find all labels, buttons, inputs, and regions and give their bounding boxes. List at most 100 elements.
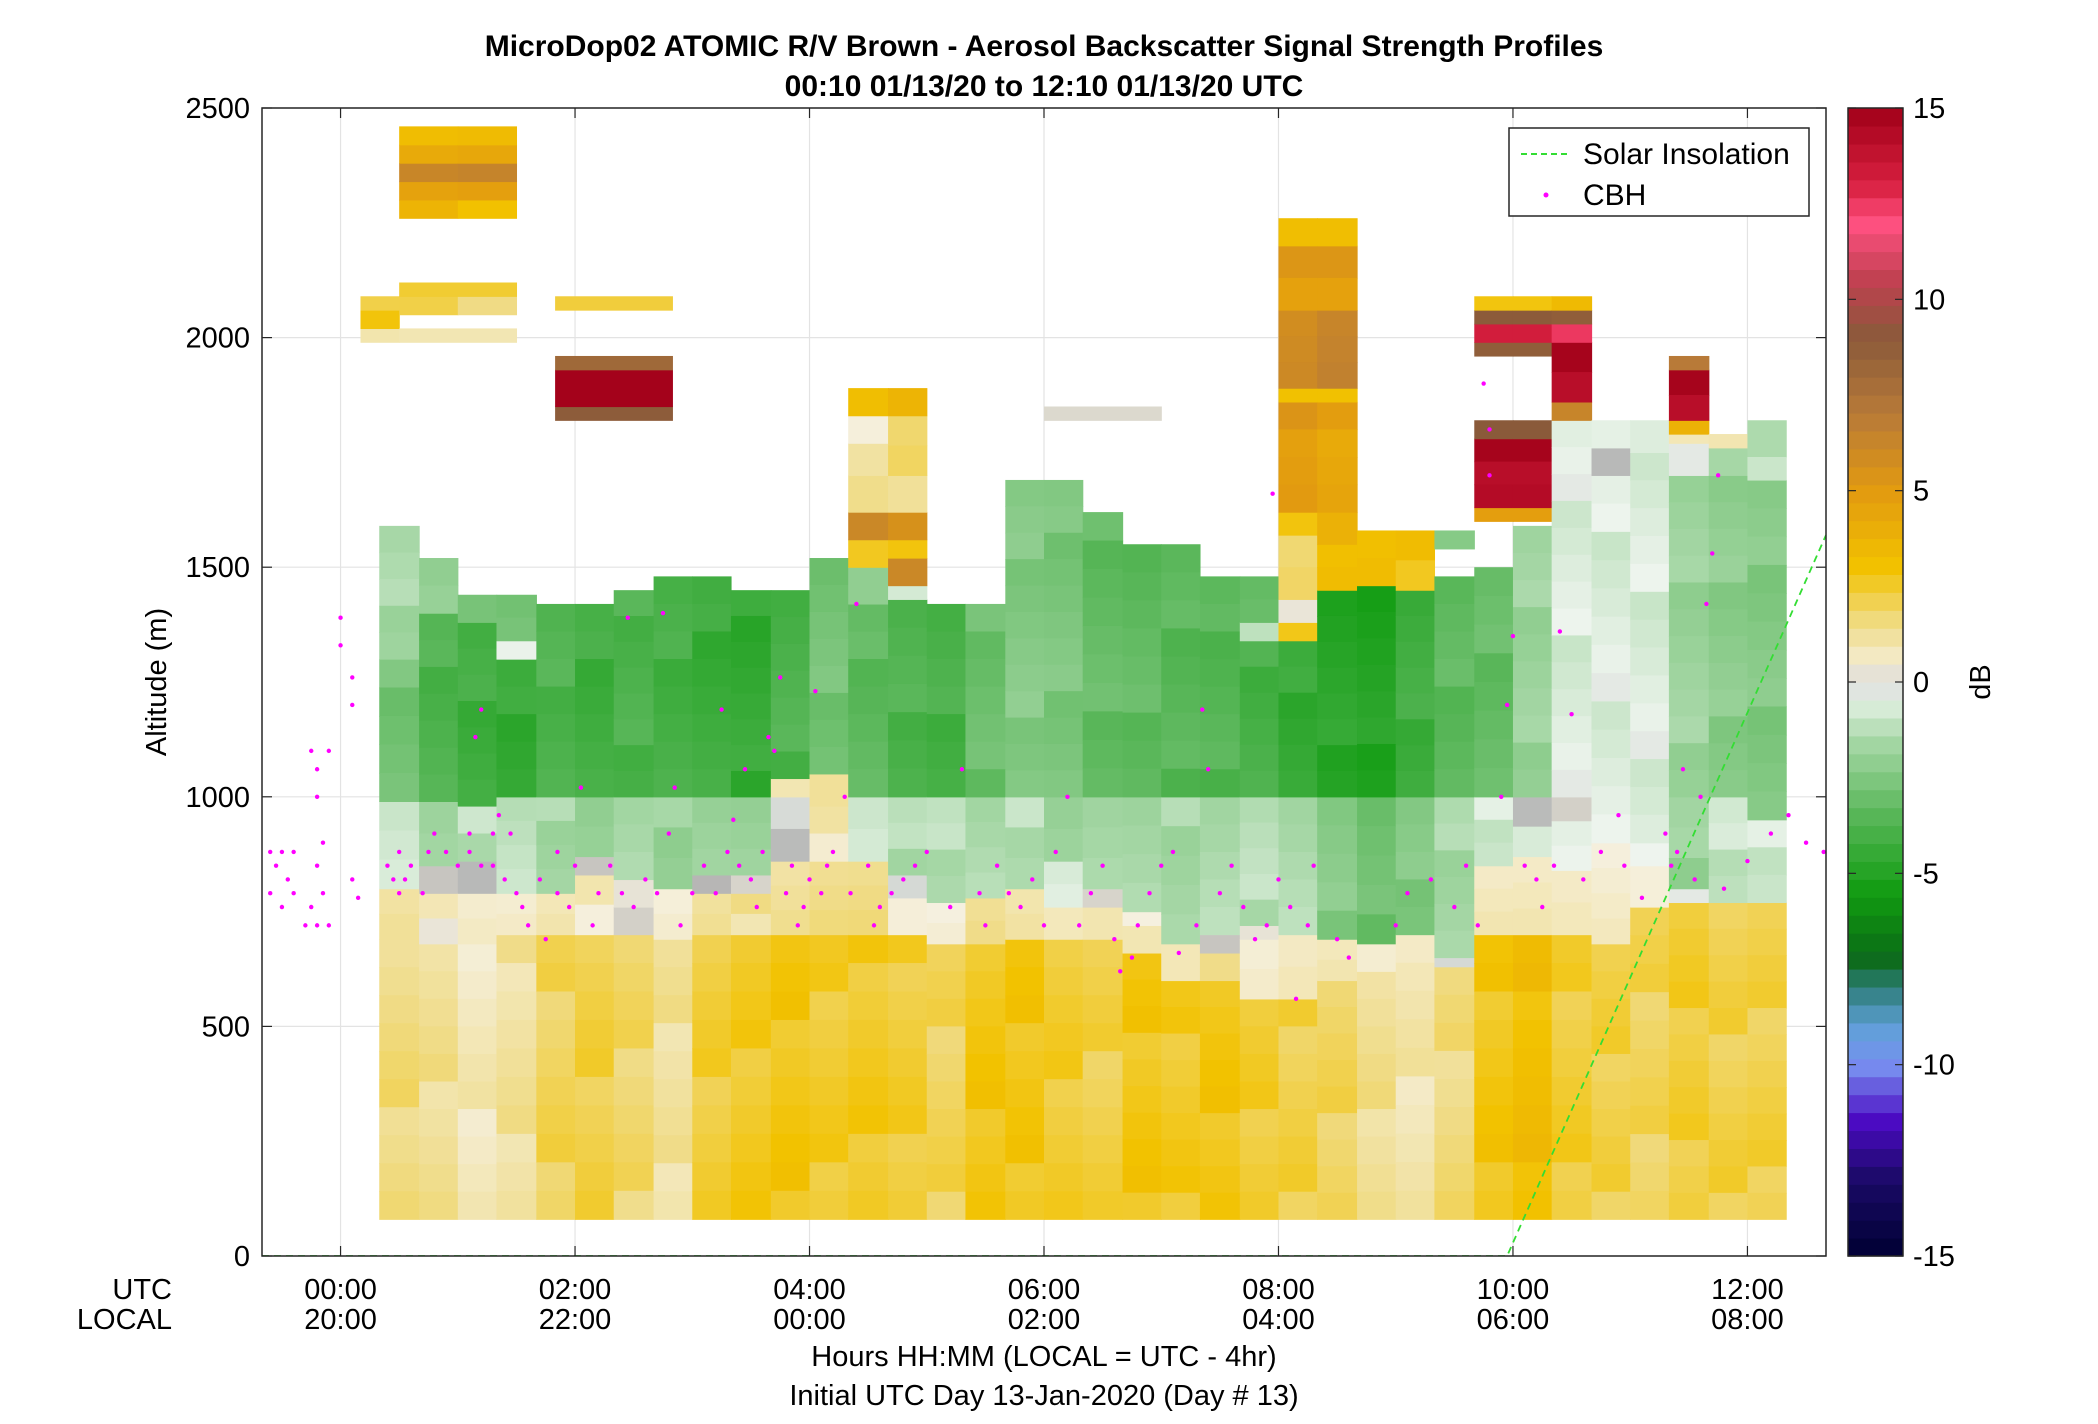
heatmap-cell-145 bbox=[1317, 512, 1358, 545]
heatmap-band-237-0 bbox=[360, 310, 400, 330]
heatmap-band-56-3 bbox=[809, 1019, 849, 1050]
heatmap-cell-15 bbox=[457, 622, 498, 807]
heatmap-band-100-8 bbox=[1044, 691, 1084, 719]
heatmap-band-109-2 bbox=[1122, 854, 1162, 884]
heatmap-band-13-0 bbox=[457, 861, 498, 894]
heatmap-cell-154 bbox=[1357, 585, 1397, 798]
heatmap-band-219-0 bbox=[1708, 475, 1749, 503]
heatmap-band-206-7 bbox=[1630, 647, 1670, 677]
heatmap-band-188-3 bbox=[1551, 1019, 1593, 1050]
colorbar-tick-label-4: -5 bbox=[1913, 858, 1939, 890]
cbh-point-26 bbox=[391, 877, 396, 882]
heatmap-band-115-2 bbox=[1199, 1033, 1241, 1061]
heatmap-cell-91 bbox=[965, 603, 1006, 798]
heatmap-cell-21 bbox=[496, 640, 537, 660]
heatmap-band-163-5 bbox=[1434, 930, 1475, 959]
heatmap-band-156-8 bbox=[1395, 1190, 1436, 1220]
heatmap-cell-194 bbox=[1551, 323, 1593, 343]
heatmap-band-208-8 bbox=[1668, 1113, 1710, 1141]
heatmap-band-36-6 bbox=[613, 745, 655, 772]
heatmap-band-197-0 bbox=[1591, 943, 1631, 972]
heatmap-band-210-2 bbox=[1668, 858, 1710, 890]
heatmap-band-161-4 bbox=[1434, 1078, 1475, 1108]
heatmap-band-119-6 bbox=[1199, 741, 1241, 770]
heatmap-band-120-0 bbox=[1239, 998, 1280, 1027]
heatmap-cell-22 bbox=[496, 594, 537, 642]
heatmap-band-115-8 bbox=[1199, 1192, 1241, 1220]
heatmap-band-120-2 bbox=[1239, 1053, 1280, 1083]
heatmap-band-92-4 bbox=[1005, 1051, 1045, 1080]
heatmap-band-6-0 bbox=[419, 893, 459, 920]
heatmap-band-49-2 bbox=[730, 848, 772, 876]
heatmap-band-184-0 bbox=[1512, 342, 1553, 357]
heatmap-band-219-3 bbox=[1708, 555, 1749, 584]
heatmap-band-31-4 bbox=[575, 714, 615, 743]
heatmap-band-24-0 bbox=[536, 893, 576, 915]
heatmap-cell-118 bbox=[1199, 796, 1241, 936]
heatmap-band-166-0 bbox=[1474, 934, 1514, 964]
heatmap-cell-48 bbox=[730, 874, 772, 894]
heatmap-band-133-0 bbox=[1278, 535, 1318, 568]
heatmap-band-4-4 bbox=[379, 632, 420, 660]
heatmap-band-100-9 bbox=[1044, 717, 1084, 745]
heatmap-band-108-0 bbox=[1122, 911, 1162, 926]
heatmap-cell-117 bbox=[1199, 934, 1241, 954]
heatmap-cell-76 bbox=[888, 599, 928, 798]
heatmap-band-113-2 bbox=[1161, 855, 1201, 886]
cbh-point-21 bbox=[350, 675, 355, 680]
heatmap-band-95-10 bbox=[1005, 743, 1045, 771]
heatmap-cell-163 bbox=[1434, 796, 1475, 959]
cbh-point-118 bbox=[1135, 923, 1140, 928]
heatmap-band-86-2 bbox=[926, 849, 967, 877]
colorbar-step-48 bbox=[1848, 377, 1903, 396]
colorbar-step-40 bbox=[1848, 520, 1903, 540]
cbh-point-150 bbox=[1510, 633, 1516, 639]
heatmap-cell-28 bbox=[575, 874, 615, 936]
heatmap-cell-16 bbox=[457, 594, 498, 623]
heatmap-band-90-2 bbox=[965, 847, 1006, 874]
heatmap-band-206-3 bbox=[1630, 536, 1670, 565]
heatmap-cell-160 bbox=[1395, 530, 1436, 591]
heatmap-band-163-0 bbox=[1434, 796, 1475, 825]
heatmap-band-74-0 bbox=[888, 874, 928, 899]
cbh-point-101 bbox=[948, 904, 953, 910]
cbh-point-116 bbox=[1118, 969, 1123, 974]
heatmap-band-156-3 bbox=[1395, 1047, 1436, 1078]
cbh-point-62 bbox=[643, 877, 648, 882]
cbh-point-25 bbox=[385, 863, 390, 868]
heatmap-band-105-4 bbox=[1082, 625, 1124, 656]
heatmap-band-28-0 bbox=[575, 874, 615, 906]
heatmap-band-56-8 bbox=[809, 1162, 849, 1192]
cbh-point-108 bbox=[1030, 877, 1035, 882]
heatmap-band-240-0 bbox=[399, 296, 459, 316]
colorbar-step-38 bbox=[1848, 556, 1903, 575]
heatmap-band-206-2 bbox=[1630, 508, 1670, 537]
heatmap-band-93-1 bbox=[1005, 913, 1045, 940]
heatmap-band-91-6 bbox=[965, 769, 1006, 798]
heatmap-cell-202 bbox=[1630, 907, 1670, 1220]
cbh-point-128 bbox=[1241, 904, 1246, 910]
heatmap-band-130-2 bbox=[1278, 692, 1318, 720]
heatmap-band-15-5 bbox=[457, 753, 498, 781]
heatmap-band-217-9 bbox=[1708, 1140, 1749, 1168]
cbh-point-148 bbox=[1499, 794, 1504, 799]
heatmap-band-243-0 bbox=[555, 296, 673, 311]
cbh-point-106 bbox=[1006, 891, 1012, 896]
heatmap-band-156-7 bbox=[1395, 1162, 1436, 1192]
heatmap-band-127-5 bbox=[1278, 1136, 1318, 1165]
heatmap-band-154-5 bbox=[1357, 717, 1397, 745]
heatmap-band-111-8 bbox=[1161, 1192, 1201, 1220]
heatmap-band-3-1 bbox=[379, 687, 420, 717]
heatmap-cell-222 bbox=[1747, 902, 1787, 1220]
heatmap-band-105-8 bbox=[1082, 739, 1124, 769]
heatmap-cell-20 bbox=[496, 659, 537, 798]
heatmap-band-224-1 bbox=[1747, 508, 1787, 538]
heatmap-band-70-0 bbox=[848, 415, 889, 444]
cbh-point-111 bbox=[1065, 794, 1070, 799]
heatmap-band-91-1 bbox=[965, 631, 1006, 660]
heatmap-band-64-1 bbox=[848, 631, 889, 660]
heatmap-band-222-3 bbox=[1747, 981, 1787, 1009]
heatmap-cell-142 bbox=[1317, 796, 1358, 940]
heatmap-band-217-10 bbox=[1708, 1166, 1749, 1194]
heatmap-band-98-1 bbox=[1044, 884, 1084, 908]
